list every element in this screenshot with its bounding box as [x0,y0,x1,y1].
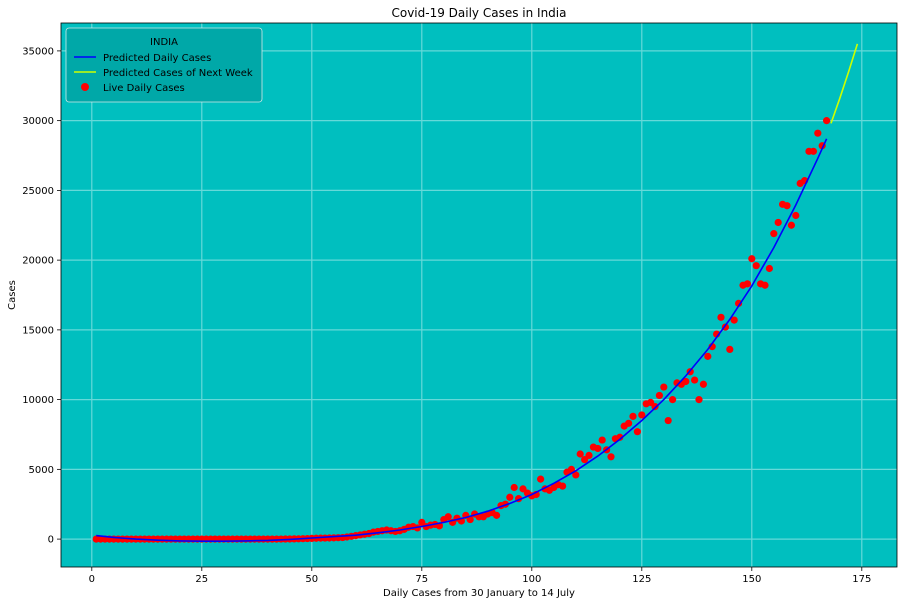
live-case-point [717,313,725,321]
predicted-next-week-series [830,43,859,124]
live-case-point [704,352,712,360]
live-case-point [506,493,514,501]
live-case-point [730,316,738,324]
plot-area [61,23,897,567]
y-axis-label: Cases [7,280,18,310]
legend: INDIA Predicted Daily Cases Predicted Ca… [65,27,263,103]
live-case-point [792,211,800,220]
x-tick-label: 25 [195,574,208,585]
y-tick-label: 20000 [22,256,54,267]
live-case-point [669,396,677,404]
y-tick-label: 35000 [22,46,54,57]
live-case-point [660,383,668,391]
live-case-point [761,281,769,289]
legend-label-predicted: Predicted Daily Cases [103,53,211,64]
y-axis: 0 5000 10000 15000 20000 25000 30000 35000 [22,46,61,546]
legend-swatch-live [81,83,89,91]
x-tick-label: 50 [305,574,318,585]
live-case-point [638,411,646,419]
x-tick-label: 100 [522,574,541,585]
x-tick-label: 150 [742,574,761,585]
live-case-point [466,515,474,524]
x-tick-label: 0 [89,574,95,585]
live-case-point [682,377,690,386]
live-case-point [559,482,567,490]
live-case-point [765,264,774,273]
live-case-point [567,465,576,473]
legend-label-next-week: Predicted Cases of Next Week [103,68,253,79]
y-tick-label: 15000 [22,325,54,336]
live-case-point [691,376,699,384]
y-tick-label: 30000 [22,116,54,127]
live-case-point [510,483,518,492]
live-case-point [823,117,831,125]
live-case-point [607,453,615,461]
live-case-point [695,396,703,404]
y-tick-label: 5000 [29,465,54,476]
live-case-point [770,230,778,238]
live-case-point [787,221,796,229]
live-case-point [814,129,822,137]
live-case-point [629,412,637,420]
live-case-point [594,444,602,453]
chart-title: Covid-19 Daily Cases in India [391,6,566,20]
live-case-point [809,147,818,155]
live-case-point [726,345,734,353]
live-case-point [493,511,501,519]
live-case-point [752,262,760,270]
live-case-point [774,218,782,227]
predicted-daily-cases-series [96,138,828,542]
live-case-point [444,513,452,521]
x-tick-label: 75 [415,574,428,585]
live-case-point [598,436,606,444]
x-tick-label: 125 [632,574,651,585]
legend-box [65,27,263,103]
legend-title: INDIA [150,37,178,48]
legend-label-live: Live Daily Cases [103,83,185,94]
live-case-point [625,419,633,427]
y-tick-label: 0 [48,535,54,546]
live-case-point [743,280,752,288]
x-axis: 0 25 50 75 100 125 150 175 [89,567,871,585]
live-case-point [576,450,584,458]
plot-frame [60,22,898,568]
live-case-point [783,202,791,210]
x-tick-label: 175 [852,574,871,585]
y-tick-label: 10000 [22,395,54,406]
live-case-point [633,428,642,436]
predicted-daily-cases-line [96,138,828,542]
live-case-point [735,299,743,307]
live-case-point [585,451,593,460]
live-case-point [664,416,672,425]
live-case-point [748,255,756,263]
live-case-point [655,391,664,400]
live-case-point [699,380,708,388]
y-tick-label: 25000 [22,186,54,197]
x-axis-label: Daily Cases from 30 January to 14 July [383,588,575,599]
live-case-point [537,475,545,483]
live-case-point [651,402,659,411]
live-case-point [572,471,580,479]
live-case-point [616,433,624,441]
predicted-next-week-line [830,43,859,124]
